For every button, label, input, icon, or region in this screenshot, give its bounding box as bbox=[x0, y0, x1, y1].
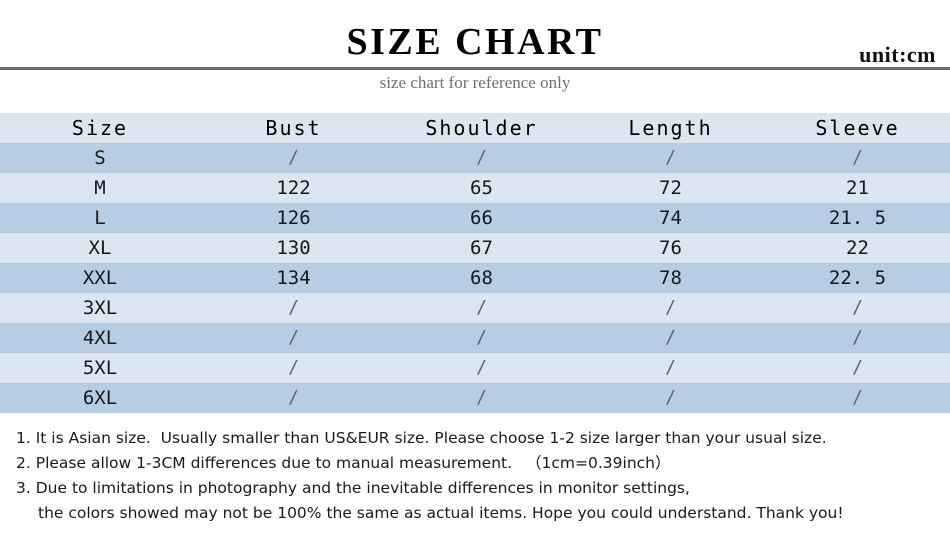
cell-shoulder: 65 bbox=[470, 177, 493, 199]
unit-label: unit:cm bbox=[859, 42, 936, 67]
cell-shoulder: / bbox=[476, 357, 487, 378]
table-row: XL 130 67 76 22 bbox=[0, 233, 950, 263]
table-row: 3XL / / / / bbox=[0, 293, 950, 323]
note-measurement-text: 2. Please allow 1-3CM differences due to… bbox=[16, 454, 513, 472]
table-row: M 122 65 72 21 bbox=[0, 173, 950, 203]
cell-size: XL bbox=[88, 237, 112, 259]
cell-sleeve: 21 bbox=[846, 177, 869, 199]
cell-bust: 122 bbox=[276, 177, 311, 199]
cell-shoulder: 66 bbox=[470, 207, 493, 229]
table-header-row: Size Bust Shoulder Length Sleeve bbox=[0, 113, 950, 143]
table-row: 4XL / / / / bbox=[0, 323, 950, 353]
cell-length: 72 bbox=[659, 177, 682, 199]
cell-shoulder: / bbox=[476, 297, 487, 318]
cell-bust: / bbox=[288, 327, 299, 348]
cell-size: XXL bbox=[82, 267, 118, 289]
cell-length: / bbox=[665, 327, 676, 348]
note-color-disclaimer-line2: the colors showed may not be 100% the sa… bbox=[38, 504, 844, 522]
column-header-sleeve: Sleeve bbox=[815, 116, 900, 140]
cell-sleeve: 21. 5 bbox=[828, 207, 887, 229]
notes-section: 1. It is Asian size. Usually smaller tha… bbox=[16, 426, 941, 526]
table-row: S / / / / bbox=[0, 143, 950, 173]
table-row: 6XL / / / / bbox=[0, 383, 950, 413]
cell-bust: 126 bbox=[276, 207, 311, 229]
column-header-shoulder: Shoulder bbox=[425, 116, 538, 140]
cell-shoulder: / bbox=[476, 387, 487, 408]
header-divider bbox=[0, 67, 950, 70]
table-row: XXL 134 68 78 22. 5 bbox=[0, 263, 950, 293]
cell-size: L bbox=[94, 207, 106, 229]
cell-size: S bbox=[94, 147, 106, 169]
cell-sleeve: / bbox=[852, 297, 863, 318]
cell-bust: / bbox=[288, 297, 299, 318]
cell-bust: / bbox=[288, 387, 299, 408]
cell-length: 76 bbox=[659, 237, 682, 259]
note-measurement-tolerance: 2. Please allow 1-3CM differences due to… bbox=[16, 451, 941, 476]
cell-sleeve: 22 bbox=[846, 237, 869, 259]
cell-shoulder: 67 bbox=[470, 237, 493, 259]
cell-size: 3XL bbox=[82, 297, 118, 319]
cell-shoulder: 68 bbox=[470, 267, 493, 289]
cell-length: / bbox=[665, 147, 676, 168]
cell-length: 78 bbox=[659, 267, 682, 289]
cell-bust: / bbox=[288, 147, 299, 168]
cell-size: M bbox=[94, 177, 106, 199]
note-color-disclaimer-line1: 3. Due to limitations in photography and… bbox=[16, 479, 690, 497]
page-title: SIZE CHART bbox=[346, 21, 604, 63]
cell-shoulder: / bbox=[476, 327, 487, 348]
page-subtitle: size chart for reference only bbox=[379, 73, 571, 92]
cell-size: 6XL bbox=[82, 387, 118, 409]
cell-length: / bbox=[665, 357, 676, 378]
column-header-size: Size bbox=[71, 116, 129, 140]
table-row: 5XL / / / / bbox=[0, 353, 950, 383]
cell-sleeve: 22. 5 bbox=[828, 267, 887, 289]
cell-bust: 134 bbox=[276, 267, 311, 289]
cell-size: 4XL bbox=[82, 327, 118, 349]
note-inch-conversion: （1cm=0.39inch） bbox=[526, 454, 671, 472]
chart-header: SIZE CHART unit:cm size chart for refere… bbox=[0, 0, 950, 100]
cell-sleeve: / bbox=[852, 387, 863, 408]
cell-length: 74 bbox=[659, 207, 682, 229]
table-row: L 126 66 74 21. 5 bbox=[0, 203, 950, 233]
column-header-length: Length bbox=[628, 116, 713, 140]
cell-bust: 130 bbox=[276, 237, 311, 259]
size-table: Size Bust Shoulder Length Sleeve S / / /… bbox=[0, 113, 950, 413]
column-header-bust: Bust bbox=[265, 116, 322, 140]
cell-sleeve: / bbox=[852, 147, 863, 168]
cell-bust: / bbox=[288, 357, 299, 378]
cell-length: / bbox=[665, 297, 676, 318]
cell-length: / bbox=[665, 387, 676, 408]
cell-shoulder: / bbox=[476, 147, 487, 168]
note-asian-size: 1. It is Asian size. Usually smaller tha… bbox=[16, 429, 827, 447]
cell-sleeve: / bbox=[852, 327, 863, 348]
cell-sleeve: / bbox=[852, 357, 863, 378]
cell-size: 5XL bbox=[82, 357, 118, 379]
